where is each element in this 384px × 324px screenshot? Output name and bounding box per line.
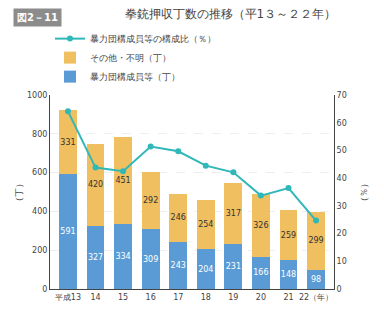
svg-text:16: 16 bbox=[146, 293, 156, 302]
svg-text:326: 326 bbox=[253, 221, 268, 230]
svg-text:18: 18 bbox=[201, 293, 211, 302]
svg-text:暴力団構成員等（丁）: 暴力団構成員等（丁） bbox=[90, 72, 180, 82]
svg-text:平成13: 平成13 bbox=[55, 293, 81, 302]
svg-text:40: 40 bbox=[337, 174, 347, 183]
svg-text:292: 292 bbox=[143, 196, 158, 205]
svg-text:246: 246 bbox=[171, 213, 186, 222]
svg-text:21: 21 bbox=[283, 293, 293, 302]
svg-text:420: 420 bbox=[88, 180, 103, 189]
svg-text:70: 70 bbox=[337, 91, 347, 100]
svg-text:200: 200 bbox=[32, 246, 47, 255]
svg-text:暴力団構成員等の構成比（％）: 暴力団構成員等の構成比（％） bbox=[90, 34, 216, 44]
svg-text:98: 98 bbox=[311, 275, 321, 284]
svg-text:15: 15 bbox=[118, 293, 128, 302]
svg-text:（丁）: （丁） bbox=[14, 179, 24, 206]
svg-text:259: 259 bbox=[281, 231, 296, 240]
svg-text:327: 327 bbox=[88, 253, 103, 262]
svg-text:14: 14 bbox=[90, 293, 100, 302]
svg-text:243: 243 bbox=[171, 261, 186, 270]
svg-text:166: 166 bbox=[253, 268, 268, 277]
svg-text:（％）: （％） bbox=[359, 179, 369, 206]
svg-text:451: 451 bbox=[115, 176, 130, 185]
svg-text:拳銃押収丁数の推移（平1３～２２年）: 拳銃押収丁数の推移（平1３～２２年） bbox=[125, 7, 337, 21]
svg-text:その他・不明（丁）: その他・不明（丁） bbox=[90, 53, 171, 63]
svg-text:317: 317 bbox=[226, 209, 241, 218]
svg-text:331: 331 bbox=[60, 138, 75, 147]
svg-text:591: 591 bbox=[60, 227, 75, 236]
svg-text:334: 334 bbox=[115, 252, 130, 261]
svg-text:309: 309 bbox=[143, 255, 158, 264]
svg-text:0: 0 bbox=[337, 285, 342, 294]
svg-text:19: 19 bbox=[228, 293, 238, 302]
svg-text:148: 148 bbox=[281, 270, 296, 279]
svg-text:600: 600 bbox=[32, 168, 47, 177]
svg-text:20: 20 bbox=[256, 293, 266, 302]
svg-text:231: 231 bbox=[226, 262, 241, 271]
svg-text:60: 60 bbox=[337, 119, 347, 128]
svg-text:0: 0 bbox=[42, 285, 47, 294]
svg-text:30: 30 bbox=[337, 202, 347, 211]
svg-text:800: 800 bbox=[32, 130, 47, 139]
svg-text:10: 10 bbox=[337, 257, 347, 266]
svg-text:図2－11: 図2－11 bbox=[17, 12, 58, 23]
svg-text:254: 254 bbox=[198, 220, 213, 229]
svg-text:22（年）: 22（年） bbox=[299, 293, 333, 302]
svg-text:299: 299 bbox=[308, 236, 323, 245]
svg-text:204: 204 bbox=[198, 265, 213, 274]
svg-text:50: 50 bbox=[337, 146, 347, 155]
svg-text:1000: 1000 bbox=[27, 91, 47, 100]
svg-text:400: 400 bbox=[32, 207, 47, 216]
svg-text:20: 20 bbox=[337, 229, 347, 238]
svg-text:17: 17 bbox=[173, 293, 183, 302]
